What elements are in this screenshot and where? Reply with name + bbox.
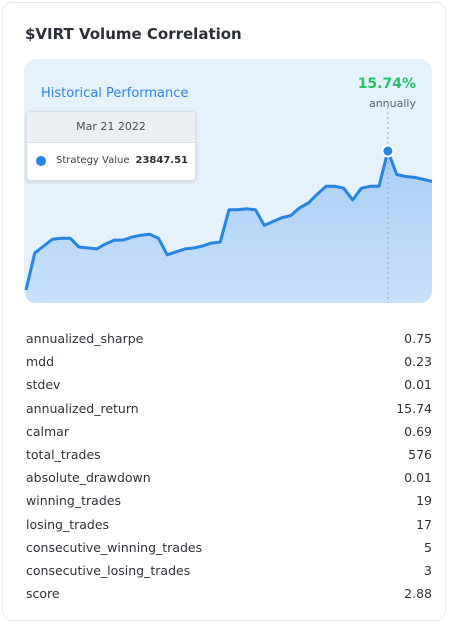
metric-row: total_trades 576 bbox=[26, 443, 432, 466]
series-line bbox=[24, 149, 432, 291]
metric-row: winning_trades 19 bbox=[26, 489, 432, 512]
metric-row: consecutive_winning_trades 5 bbox=[26, 536, 432, 559]
metric-row: consecutive_losing_trades 3 bbox=[26, 559, 432, 582]
chart-svg bbox=[24, 107, 432, 303]
tooltip-date: Mar 21 2022 bbox=[27, 112, 195, 143]
metrics-list: annualized_sharpe 0.75 mdd 0.23 stdev 0.01 ann… bbox=[26, 327, 432, 605]
metric-row: calmar 0.69 bbox=[26, 420, 432, 443]
performance-chart[interactable]: Historical Performance 15.74% annually M… bbox=[24, 59, 432, 303]
metric-name: consecutive_losing_trades bbox=[26, 562, 191, 578]
metric-row: annualized_return 15.74 bbox=[26, 397, 432, 420]
metric-value: 576 bbox=[408, 447, 432, 463]
strategy-card: $VIRT Volume Correlation Historical Perf… bbox=[2, 2, 446, 621]
metric-row: score 2.88 bbox=[26, 582, 432, 605]
area-fill bbox=[26, 151, 432, 303]
metric-value: 17 bbox=[416, 516, 432, 532]
tooltip-value: 23847.51 bbox=[135, 155, 189, 166]
metric-value: 0.01 bbox=[404, 377, 432, 393]
metric-name: consecutive_winning_trades bbox=[26, 539, 203, 555]
metric-row: absolute_drawdown 0.01 bbox=[26, 466, 432, 489]
metric-value: 0.01 bbox=[404, 470, 432, 486]
metric-name: absolute_drawdown bbox=[26, 470, 151, 486]
metric-value: 15.74 bbox=[396, 400, 432, 416]
metric-value: 2.88 bbox=[404, 586, 432, 602]
metric-name: annualized_sharpe bbox=[26, 331, 144, 347]
metric-value: 0.69 bbox=[404, 423, 432, 439]
metric-row: mdd 0.23 bbox=[26, 350, 432, 373]
metric-value: 5 bbox=[424, 539, 432, 555]
performance-period: annually bbox=[368, 97, 416, 110]
metric-row: stdev 0.01 bbox=[26, 373, 432, 396]
metric-name: total_trades bbox=[26, 447, 101, 463]
metric-row: losing_trades 17 bbox=[26, 513, 432, 536]
performance-value: 15.74% bbox=[357, 76, 416, 92]
metric-value: 3 bbox=[424, 562, 432, 578]
metric-name: calmar bbox=[26, 423, 69, 439]
highlight-point bbox=[381, 144, 395, 158]
tooltip-row: Strategy Value 23847.51 bbox=[36, 155, 188, 166]
chart-tooltip: Mar 21 2022 Strategy Value 23847.51 bbox=[26, 111, 196, 181]
chart-header-label: Historical Performance bbox=[41, 86, 189, 101]
card-title: $VIRT Volume Correlation bbox=[25, 25, 242, 43]
metric-row: annualized_sharpe 0.75 bbox=[26, 327, 432, 350]
metric-name: losing_trades bbox=[26, 516, 110, 532]
metric-name: score bbox=[26, 586, 60, 602]
metric-value: 0.23 bbox=[404, 354, 432, 370]
series-dot-icon bbox=[36, 155, 46, 166]
metric-value: 0.75 bbox=[404, 331, 432, 347]
metric-value: 19 bbox=[416, 493, 432, 509]
metric-name: mdd bbox=[26, 354, 55, 370]
metric-name: annualized_return bbox=[26, 400, 139, 416]
metric-name: winning_trades bbox=[26, 493, 121, 509]
tooltip-series-name: Strategy Value bbox=[56, 155, 130, 166]
metric-name: stdev bbox=[26, 377, 61, 393]
